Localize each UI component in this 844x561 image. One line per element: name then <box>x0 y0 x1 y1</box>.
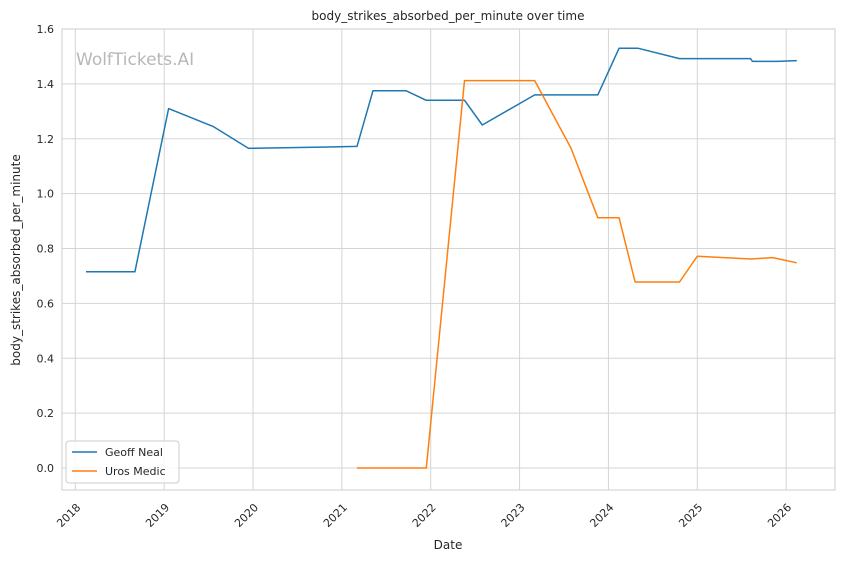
series-line-uros-medic <box>357 79 797 469</box>
y-tick-label: 0.8 <box>37 243 55 256</box>
series-line-geoff-neal <box>86 47 797 273</box>
y-tick-labels: 0.0 0.2 0.4 0.6 0.8 1.0 1.2 1.4 1.6 <box>37 23 55 475</box>
y-tick-label: 1.6 <box>37 23 55 36</box>
chart-title: body_strikes_absorbed_per_minute over ti… <box>312 9 585 23</box>
x-tick-labels: 2018 2019 2020 2021 2022 2023 2024 2025 2026 <box>54 501 794 530</box>
y-tick-label: 1.0 <box>37 188 55 201</box>
y-tick-label: 0.4 <box>37 352 55 365</box>
x-tick-label: 2026 <box>765 501 794 530</box>
x-tick-label: 2022 <box>410 501 439 530</box>
x-tick-label: 2020 <box>232 501 261 530</box>
y-tick-label: 0.2 <box>37 407 55 420</box>
plot-background <box>62 29 835 490</box>
watermark: WolfTickets.AI <box>76 50 194 70</box>
x-tick-label: 2023 <box>499 501 528 530</box>
y-axis-label: body_strikes_absorbed_per_minute <box>9 154 23 365</box>
y-tick-label: 1.2 <box>37 133 55 146</box>
x-axis-label: Date <box>434 538 463 552</box>
legend: Geoff Neal Uros Medic <box>65 440 180 484</box>
x-tick-label: 2019 <box>143 501 172 530</box>
legend-label-geoff-neal: Geoff Neal <box>105 446 163 459</box>
x-tick-label: 2021 <box>321 501 350 530</box>
x-tick-label: 2025 <box>676 501 705 530</box>
x-tick-label: 2024 <box>587 501 616 530</box>
y-tick-label: 1.4 <box>37 78 55 91</box>
legend-label-uros-medic: Uros Medic <box>105 465 166 478</box>
x-tick-label: 2018 <box>54 501 83 530</box>
series-lines <box>86 47 797 469</box>
plot-frame <box>61 28 836 491</box>
y-tick-label: 0.6 <box>37 297 55 310</box>
y-tick-label: 0.0 <box>37 462 55 475</box>
